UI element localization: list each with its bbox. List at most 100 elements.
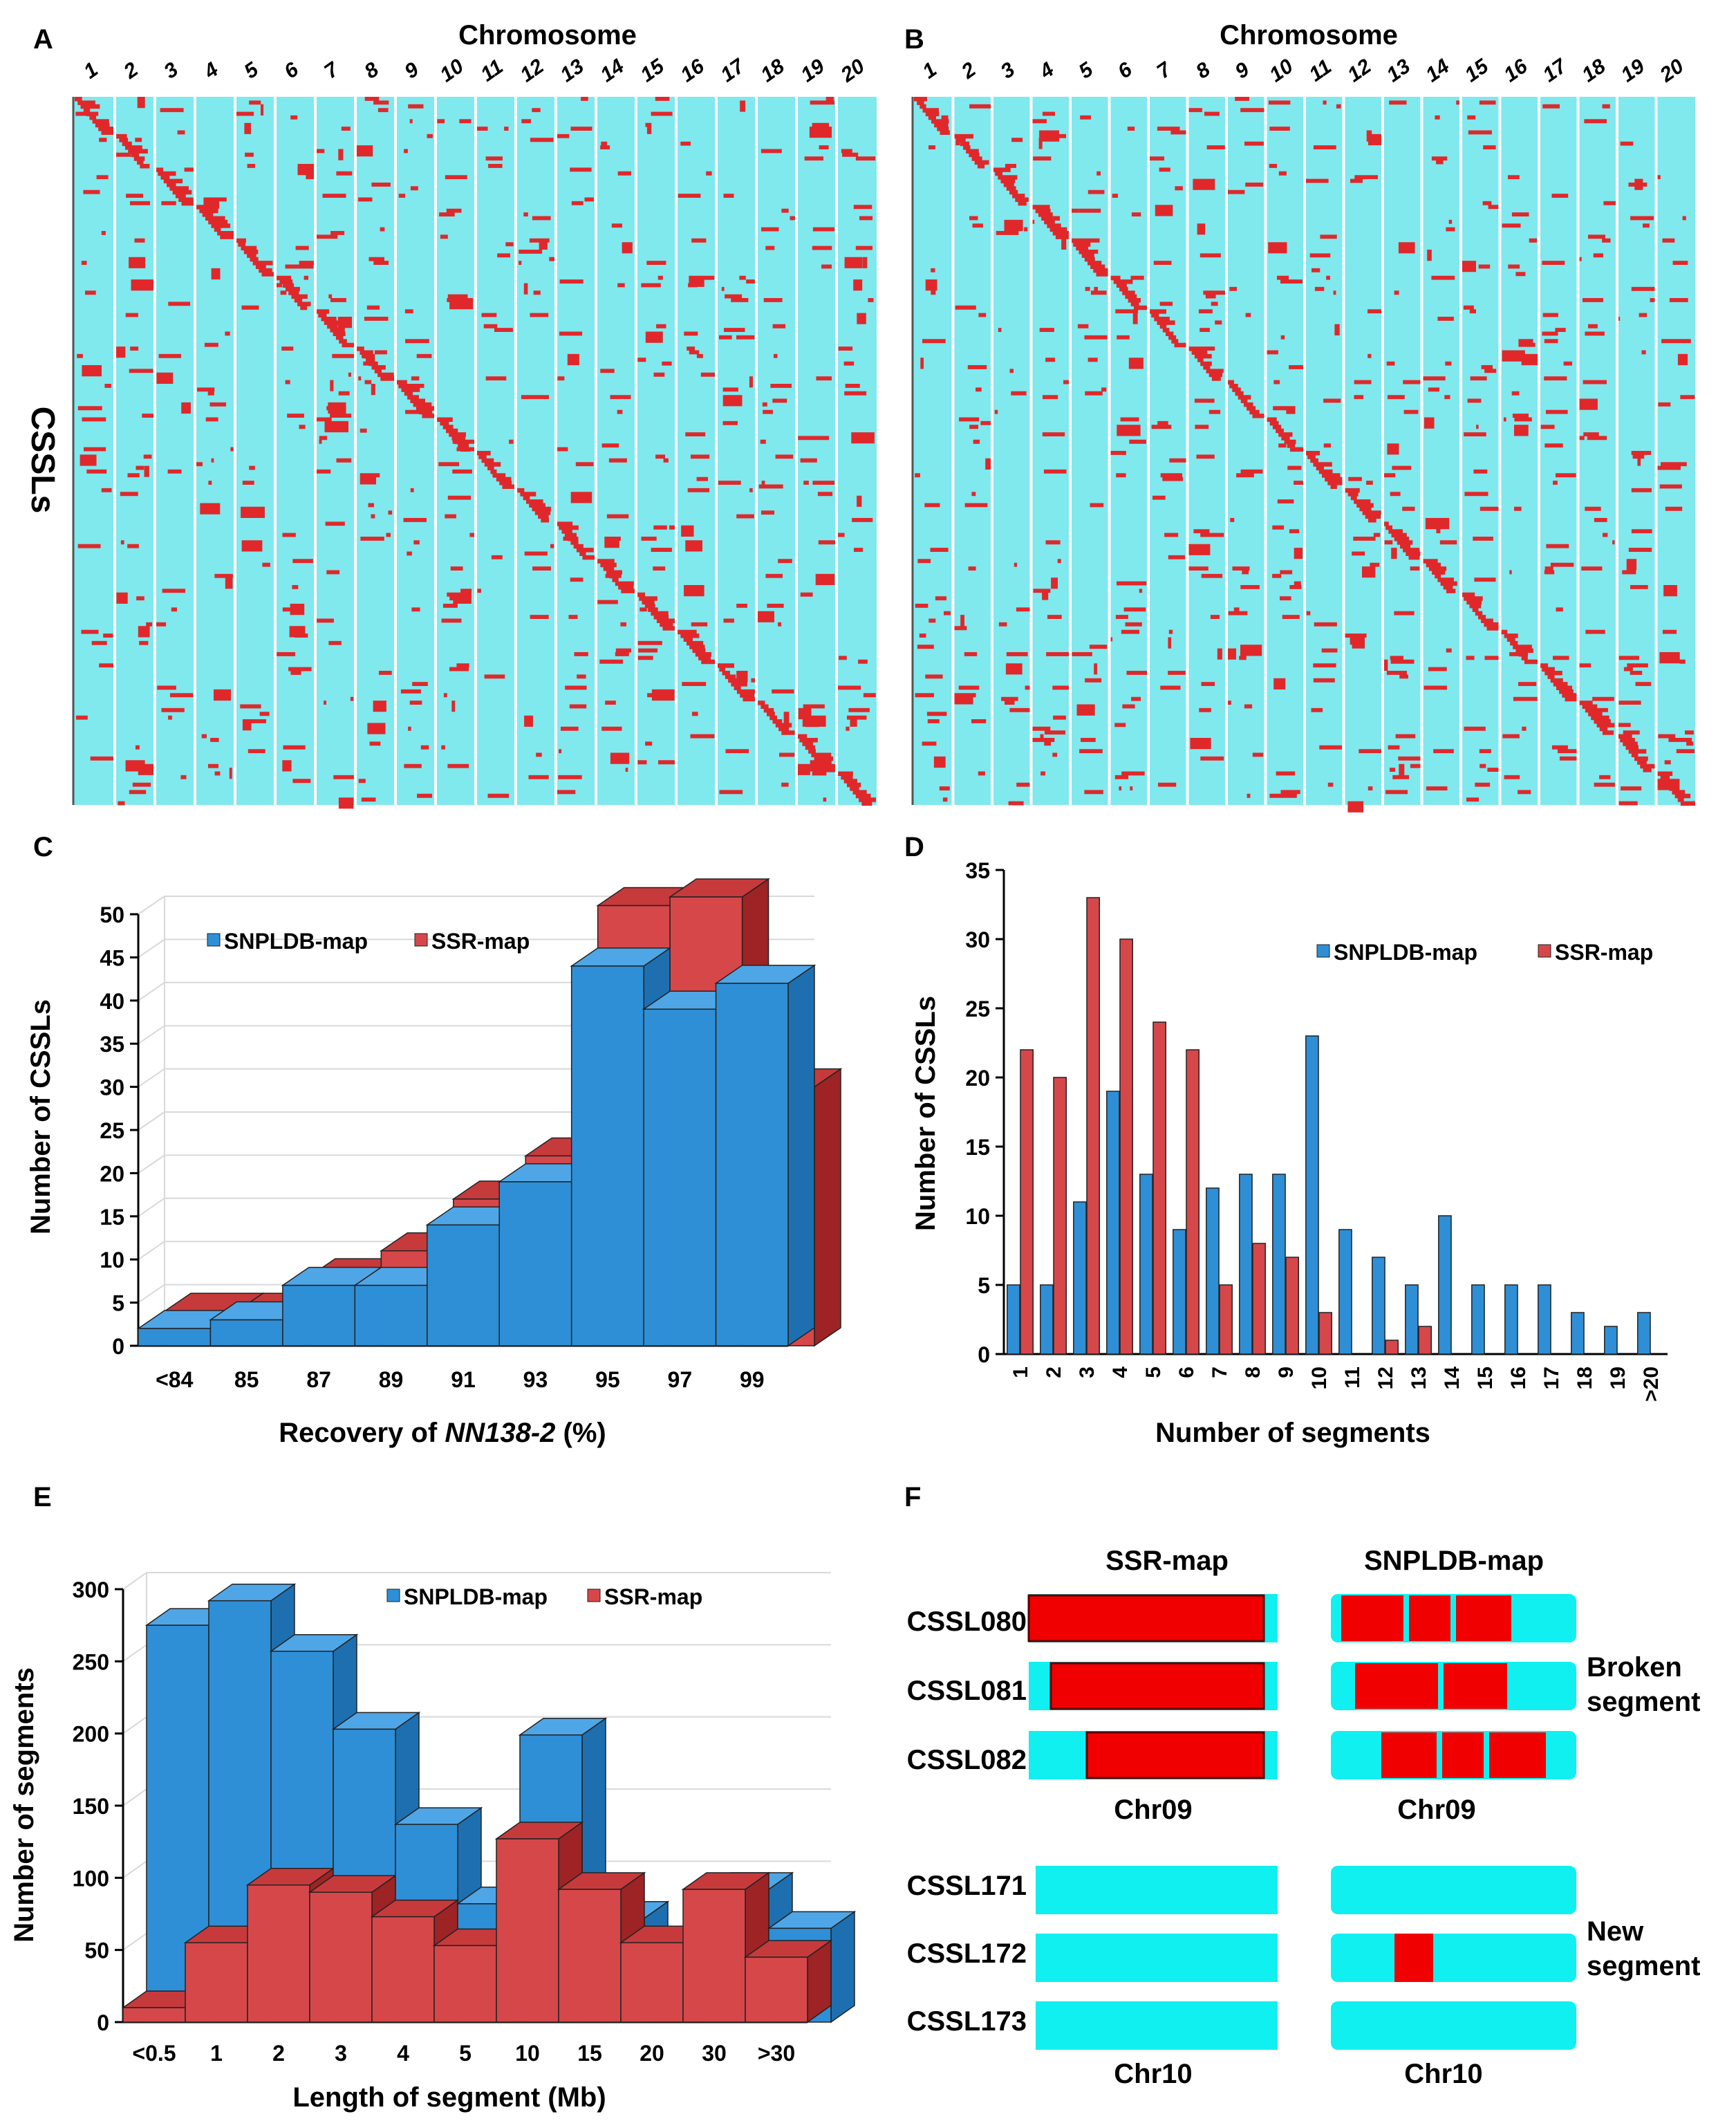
chromosome-separator xyxy=(635,97,637,805)
legend-label-ssr: SSR-map xyxy=(604,1584,702,1609)
chromosome-tick-label: 6 xyxy=(1114,58,1137,84)
chromosome-separator xyxy=(514,97,517,805)
x-tick-label: 85 xyxy=(234,1367,259,1392)
chromosome-separator xyxy=(153,97,156,805)
chromosome-tick-label: 5 xyxy=(240,57,263,83)
chromosome-tick-label: 19 xyxy=(796,55,829,86)
chromosome-separator xyxy=(595,97,597,805)
chromosome-tick-label: 9 xyxy=(1231,58,1254,84)
chromosome-tick-label: 4 xyxy=(199,58,223,84)
chromosome-tick-label: 9 xyxy=(400,58,423,84)
bar-snpldb-side xyxy=(787,964,815,1347)
f-chr-bar xyxy=(1036,1866,1278,1914)
chart-e: 0 50 100 150 200 250 300 <0.5 1 2 3 4 5 10 15 20 30 >30 Le… xyxy=(9,1572,857,2113)
x-tick-label: 12 xyxy=(1374,1367,1397,1389)
bar-snpldb xyxy=(1372,1257,1385,1355)
chromosome-tick-label: 8 xyxy=(360,58,383,84)
f-segment xyxy=(1442,1732,1484,1778)
chromosome-tick-label: 8 xyxy=(1192,58,1215,84)
f-segment xyxy=(1394,1934,1433,1982)
chromosome-tick-label: 3 xyxy=(997,58,1020,84)
chromosome-tick-label: 15 xyxy=(1461,54,1493,86)
panel-letter-c: C xyxy=(33,832,53,862)
chromosome-separator xyxy=(1264,97,1267,805)
f-row-label: CSSL173 xyxy=(907,2006,1027,2037)
x-tick-label: 1 xyxy=(1009,1367,1032,1378)
chromosome-tick-label: 1 xyxy=(80,58,102,84)
y-tick-label: 15 xyxy=(100,1205,124,1230)
bar-snpldb xyxy=(1405,1284,1419,1355)
panel-letter-b: B xyxy=(904,24,924,55)
chromosome-separator xyxy=(1459,97,1462,805)
chromosome-tick-label: 12 xyxy=(1343,55,1376,86)
x-tick-label: 4 xyxy=(397,2041,409,2066)
legend-swatch-ssr xyxy=(414,933,428,947)
chromosome-separator xyxy=(1420,97,1424,805)
legend-label-snpldb: SNPLDB-map xyxy=(1334,940,1477,965)
f-row-label: CSSL081 xyxy=(907,1676,1027,1706)
y-tick-label: 0 xyxy=(978,1342,990,1367)
x-tick-label: 14 xyxy=(1441,1367,1464,1390)
x-tick-label: 18 xyxy=(1574,1367,1596,1389)
bar-snpldb xyxy=(1040,1284,1054,1355)
chromosome-separator xyxy=(1108,97,1111,805)
x-tick-label: 13 xyxy=(1408,1367,1430,1389)
chromosome-separator xyxy=(554,97,557,805)
panel-a-title: Chromosome xyxy=(458,20,637,50)
bar-snpldb xyxy=(209,1319,283,1346)
f-chr-label: Chr10 xyxy=(1114,2059,1192,2089)
chromosome-separator xyxy=(1029,97,1033,805)
chromosome-separator xyxy=(951,97,955,805)
panel-letter-f: F xyxy=(904,1482,921,1512)
y-tick-label: 40 xyxy=(100,989,124,1014)
f-chr-bar xyxy=(1331,2001,1576,2050)
panel-a: A Chromosome CSSLs 1 2 3 4 5 6 7 8 9 10 11 12 13 14 15… xyxy=(24,20,877,809)
chromosome-tick-label: 15 xyxy=(636,54,669,86)
bar-snpldb xyxy=(643,1008,717,1346)
y-tick-label: 0 xyxy=(97,2010,109,2035)
chromosome-tick-label: 3 xyxy=(160,58,183,84)
chromosome-separator xyxy=(1381,97,1384,805)
chromosome-tick-label: 6 xyxy=(280,58,303,84)
bar-ssr xyxy=(309,1891,373,2023)
x-tick-label: 17 xyxy=(1540,1367,1563,1389)
x-tick-label: 2 xyxy=(1043,1367,1065,1378)
bar-ssr xyxy=(745,1956,808,2023)
f-segment xyxy=(1355,1663,1438,1709)
f-new-label: segment xyxy=(1587,1951,1701,1981)
y-tick-label: 5 xyxy=(112,1291,124,1316)
f-broken-label: Broken xyxy=(1587,1652,1682,1683)
x-tick-label: 16 xyxy=(1507,1367,1530,1389)
chart-c: 0 5 10 15 20 25 30 35 40 45 50 <84 85 87 89 91 93 95 97 99 R… xyxy=(26,878,843,1448)
chromosome-separator xyxy=(835,97,838,805)
bar-snpldb xyxy=(498,1181,572,1346)
x-tick-label: 15 xyxy=(577,2041,602,2066)
y-tick-label: 30 xyxy=(100,1075,124,1100)
bar-snpldb xyxy=(1504,1284,1518,1355)
chromosome-separator xyxy=(314,97,317,805)
chromosome-separator xyxy=(675,97,678,805)
bar-snpldb xyxy=(1206,1187,1220,1355)
chromosome-tick-label: 18 xyxy=(756,55,789,86)
chromosome-separator xyxy=(474,97,477,805)
y-tick-label: 35 xyxy=(100,1032,124,1057)
x-tick-label: 87 xyxy=(306,1367,331,1392)
x-axis-label: Recovery of NN138-2 (%) xyxy=(279,1418,606,1448)
chromosome-tick-label: 17 xyxy=(716,54,749,86)
f-new-label: New xyxy=(1587,1916,1644,1947)
chromosome-separator xyxy=(274,97,277,805)
bar-ssr xyxy=(1152,1021,1166,1355)
y-tick-label: 150 xyxy=(73,1794,109,1819)
f-segment xyxy=(1381,1732,1437,1778)
chromosome-tick-label: 11 xyxy=(476,55,507,86)
f-row-label: CSSL080 xyxy=(907,1606,1027,1637)
bar-snpldb xyxy=(1471,1284,1485,1355)
chromosome-tick-label: 10 xyxy=(436,55,468,86)
chromosome-tick-label: 4 xyxy=(1035,58,1058,84)
bar-ssr xyxy=(1318,1312,1332,1355)
chromosome-tick-label: 14 xyxy=(596,55,628,86)
chromosome-tick-label: 20 xyxy=(1655,55,1688,87)
f-chr-bar xyxy=(1036,1934,1278,1982)
bar-ssr xyxy=(185,1942,248,2023)
